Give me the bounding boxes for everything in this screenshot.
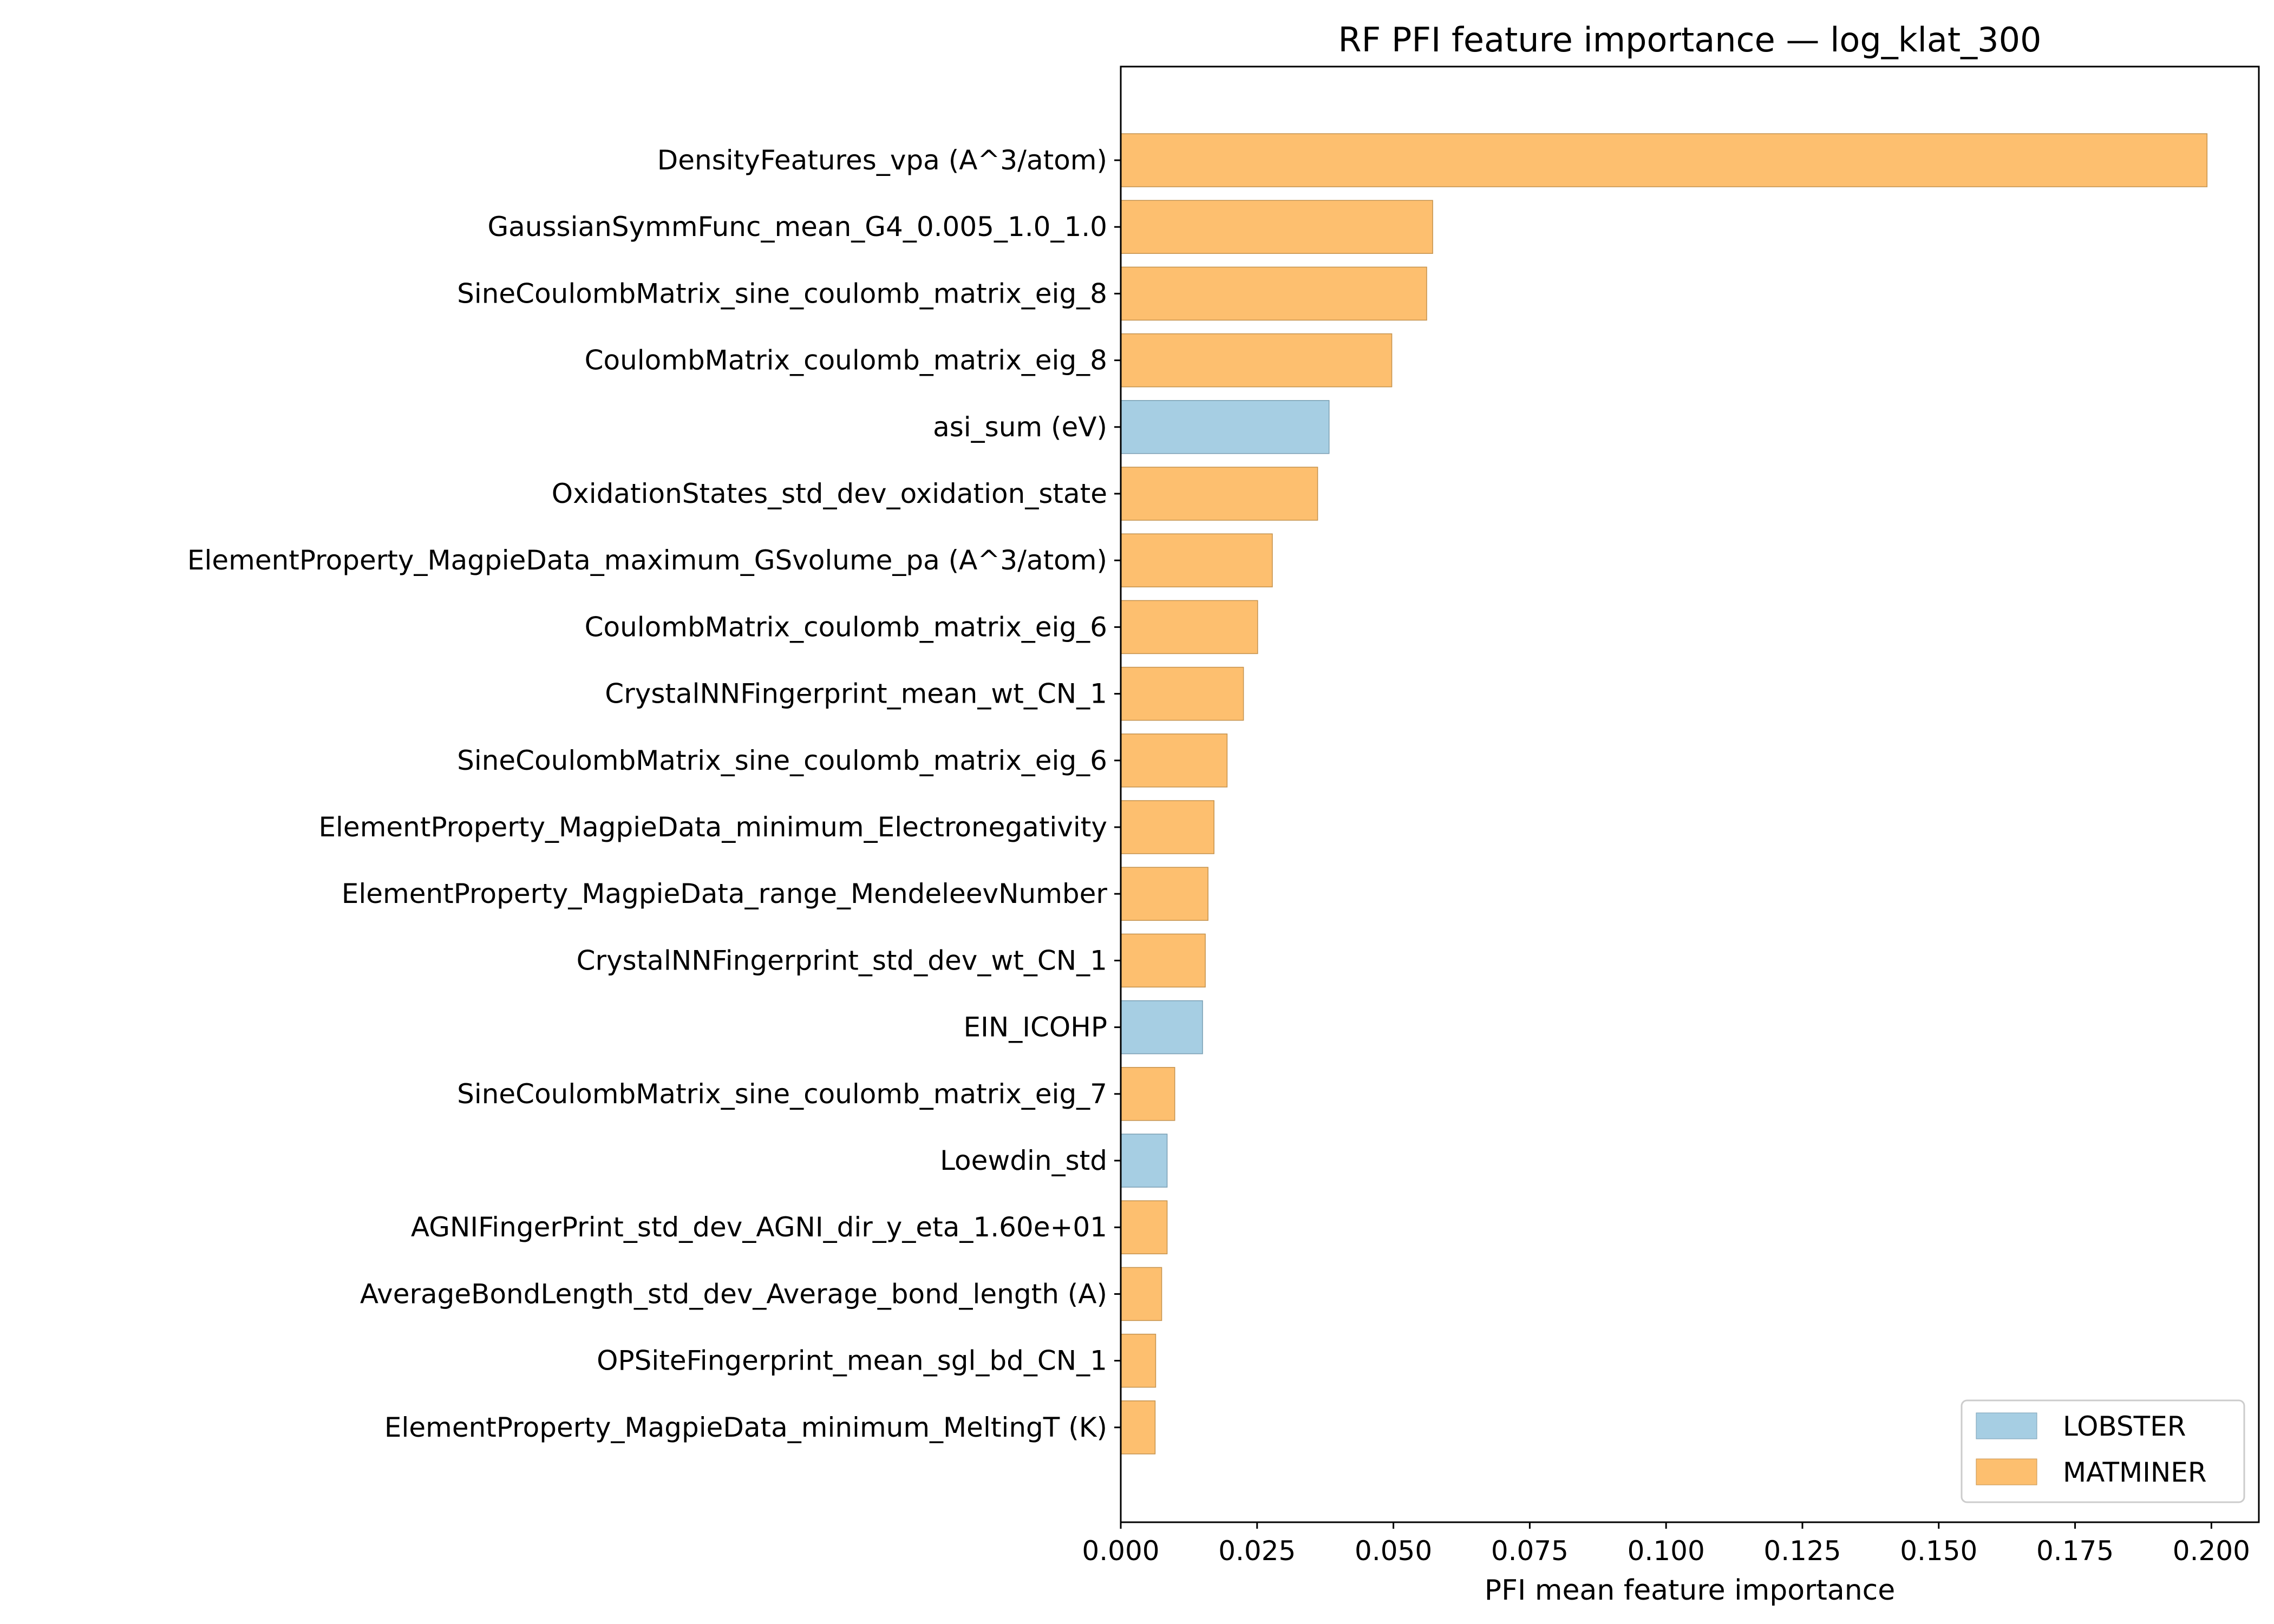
bar [1120, 1267, 1162, 1321]
y-tick-label: SineCoulombMatrix_sine_coulomb_matrix_ei… [457, 745, 1107, 776]
y-tick-label: Loewdin_std [940, 1145, 1107, 1176]
x-tick-label: 0.175 [2036, 1535, 2114, 1567]
bar [1120, 200, 1433, 254]
y-tick-label: CrystalNNFingerprint_mean_wt_CN_1 [605, 678, 1107, 710]
bar [1120, 867, 1208, 921]
bar [1120, 600, 1258, 654]
bar [1120, 533, 1273, 587]
x-tick-label: 0.125 [1763, 1535, 1841, 1567]
legend-label-matminer: MATMINER [2063, 1457, 2207, 1488]
y-tick-label: CrystalNNFingerprint_std_dev_wt_CN_1 [577, 945, 1107, 976]
bar [1120, 734, 1228, 788]
x-tick-label: 0.025 [1218, 1535, 1296, 1567]
legend-swatch-lobster [1976, 1412, 2037, 1439]
y-tick-label: AGNIFingerPrint_std_dev_AGNI_dir_y_eta_1… [411, 1212, 1107, 1243]
y-tick-label: CoulombMatrix_coulomb_matrix_eig_8 [585, 345, 1107, 376]
bar [1120, 1134, 1168, 1188]
y-tick-label: SineCoulombMatrix_sine_coulomb_matrix_ei… [457, 1078, 1107, 1110]
y-tick-label: SineCoulombMatrix_sine_coulomb_matrix_ei… [457, 278, 1107, 309]
bar [1120, 333, 1393, 388]
y-tick-label: ElementProperty_MagpieData_minimum_Melti… [384, 1412, 1107, 1443]
bar [1120, 133, 2208, 187]
chart-title: RF PFI feature importance — log_klat_300 [1338, 20, 2042, 60]
bar [1120, 1400, 1156, 1455]
x-tick-label: 0.100 [1628, 1535, 1705, 1567]
x-tick-label: 0.000 [1082, 1535, 1159, 1567]
legend-swatch-matminer [1976, 1458, 2037, 1485]
bar [1120, 266, 1427, 321]
x-tick-label: 0.075 [1491, 1535, 1569, 1567]
x-tick-label: 0.150 [1900, 1535, 1977, 1567]
bar [1120, 467, 1318, 521]
bar [1120, 1333, 1156, 1388]
y-tick-label: asi_sum (eV) [933, 411, 1107, 443]
y-tick-label: DensityFeatures_vpa (A^3/atom) [657, 145, 1107, 176]
axes-frame [1120, 66, 2260, 1523]
bar [1120, 1067, 1175, 1121]
x-axis-label: PFI mean feature importance [1485, 1574, 1896, 1607]
y-tick-label: OPSiteFingerprint_mean_sgl_bd_CN_1 [597, 1345, 1107, 1377]
y-tick-label: OxidationStates_std_dev_oxidation_state [552, 478, 1107, 509]
x-tick-label: 0.050 [1355, 1535, 1432, 1567]
bar [1120, 800, 1214, 854]
x-tick-label: 0.200 [2173, 1535, 2250, 1567]
bar [1120, 1000, 1203, 1055]
legend-label-lobster: LOBSTER [2063, 1411, 2186, 1442]
y-tick-label: AverageBondLength_std_dev_Average_bond_l… [360, 1278, 1107, 1309]
bar [1120, 933, 1206, 988]
y-tick-label: CoulombMatrix_coulomb_matrix_eig_6 [585, 611, 1107, 643]
y-tick-label: ElementProperty_MagpieData_maximum_GSvol… [187, 545, 1107, 576]
y-tick-label: ElementProperty_MagpieData_range_Mendele… [342, 878, 1108, 909]
legend: LOBSTER MATMINER [1961, 1399, 2245, 1503]
y-tick-label: ElementProperty_MagpieData_minimum_Elect… [318, 811, 1107, 843]
bar [1120, 1200, 1168, 1254]
y-tick-label: EIN_ICOHP [963, 1012, 1107, 1043]
bar [1120, 400, 1330, 454]
y-tick-label: GaussianSymmFunc_mean_G4_0.005_1.0_1.0 [487, 211, 1107, 243]
bar [1120, 666, 1244, 721]
